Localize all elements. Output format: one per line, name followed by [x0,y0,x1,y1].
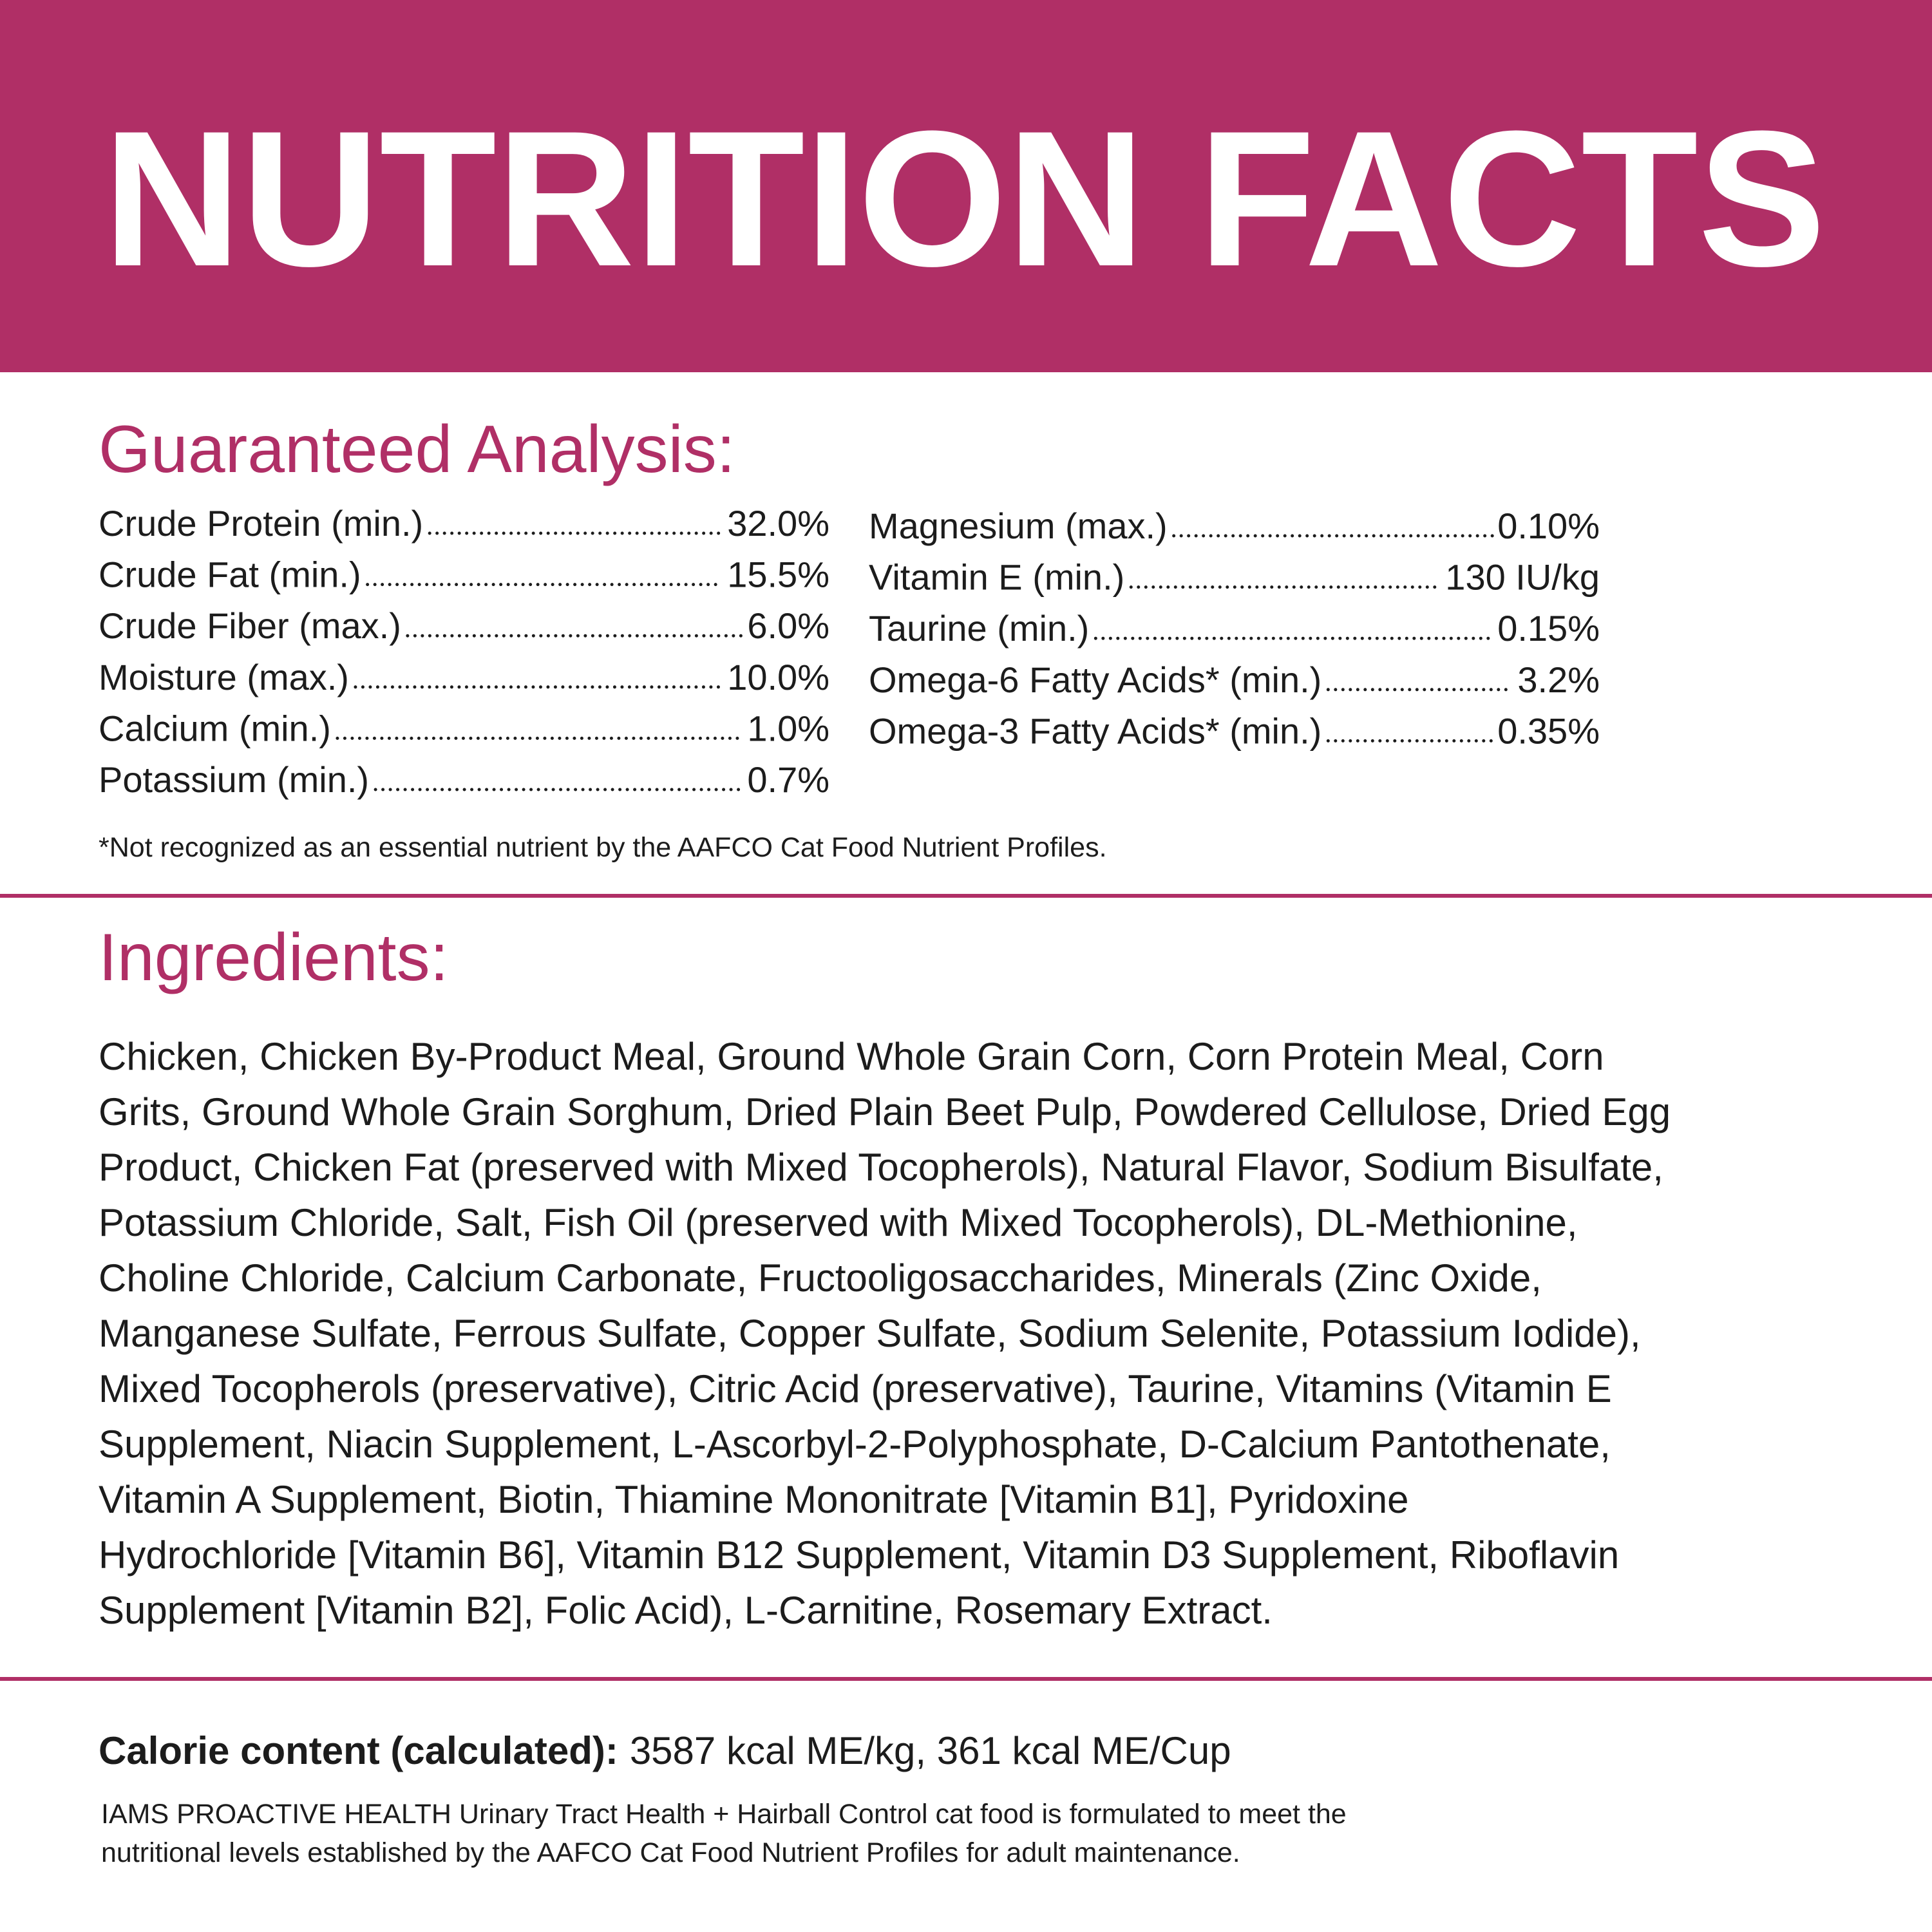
ingredient-line: Vitamin A Supplement, Biotin, Thiamine M… [99,1478,1408,1521]
ingredient-line: Grits, Ground Whole Grain Sorghum, Dried… [99,1090,1671,1133]
ingredient-line: Product, Chicken Fat (preserved with Mix… [99,1146,1663,1189]
nutrient-value: 0.35% [1497,710,1600,751]
ingredient-line: Mixed Tocopherols (preservative), Citric… [99,1367,1612,1410]
header-title: NUTRITION FACTS [103,90,1826,307]
section-title: Guaranteed Analysis: [99,412,735,487]
nutrient-label: Crude Fiber (max.) [99,605,401,646]
nutrient-value: 15.5% [727,554,829,595]
nutrient-label: Vitamin E (min.) [869,557,1124,598]
nutrient-value: 6.0% [747,605,829,646]
nutrient-value: 1.0% [747,708,829,748]
ingredient-line: Hydrochloride [Vitamin B6], Vitamin B12 … [99,1533,1619,1577]
ingredient-line: Supplement [Vitamin B2], Folic Acid), L-… [99,1589,1273,1632]
nutrient-label: Potassium (min.) [99,759,369,800]
nutrient-label: Taurine (min.) [869,608,1089,649]
ingredient-line: Choline Chloride, Calcium Carbonate, Fru… [99,1256,1542,1300]
ingredient-line: Potassium Chloride, Salt, Fish Oil (pres… [99,1201,1578,1244]
nutrient-value: 32.0% [727,503,829,544]
section-title: Ingredients: [99,920,448,995]
footnote: *Not recognized as an essential nutrient… [99,832,1107,863]
nutrient-value: 130 IU/kg [1445,557,1600,598]
nutrient-label: Omega-6 Fatty Acids* (min.) [869,659,1321,700]
statement-line: nutritional levels established by the AA… [101,1837,1240,1868]
header-band [0,0,1932,372]
ingredient-line: Supplement, Niacin Supplement, L-Ascorby… [99,1423,1611,1466]
nutrient-value: 0.10% [1497,506,1600,546]
nutrient-label: Calcium (min.) [99,708,331,748]
statement: IAMS PROACTIVE HEALTH Urinary Tract Heal… [101,1799,1347,1868]
nutrient-value: 0.7% [747,759,829,800]
analysis-rows: Crude Protein (min.) 32.0% Crude Fat (min.… [99,503,1600,800]
nutrient-label: Magnesium (max.) [869,506,1168,546]
calorie-label: Calorie content (calculated): [99,1729,618,1772]
statement-line: IAMS PROACTIVE HEALTH Urinary Tract Heal… [101,1799,1347,1830]
nutrient-label: Crude Protein (min.) [99,503,423,544]
nutrient-value: 0.15% [1497,608,1600,649]
ingredient-line: Chicken, Chicken By-Product Meal, Ground… [99,1035,1604,1078]
ingredients-text: Chicken, Chicken By-Product Meal, Ground… [99,1035,1671,1632]
calorie-line: Calorie content (calculated): 3587 kcal M… [99,1729,1231,1772]
nutrient-value: 3.2% [1517,659,1600,700]
nutrient-value: 10.0% [727,657,829,697]
nutrient-label: Omega-3 Fatty Acids* (min.) [869,710,1321,751]
calorie-text: 3587 kcal ME/kg, 361 kcal ME/Cup [630,1729,1231,1772]
nutrient-label: Moisture (max.) [99,657,349,697]
nutrient-label: Crude Fat (min.) [99,554,361,595]
ingredient-line: Manganese Sulfate, Ferrous Sulfate, Copp… [99,1312,1641,1355]
